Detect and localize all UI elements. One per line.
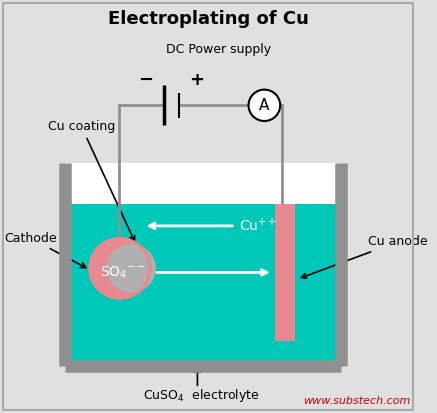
Text: Cu coating: Cu coating: [48, 120, 135, 241]
Text: CuSO$_4$  electrolyte: CuSO$_4$ electrolyte: [143, 387, 260, 404]
Text: Cu anode: Cu anode: [302, 235, 428, 278]
Bar: [65, 163, 341, 366]
Text: SO$_4$$^{- -}$: SO$_4$$^{- -}$: [100, 264, 146, 280]
Text: DC Power supply: DC Power supply: [166, 43, 271, 56]
Circle shape: [249, 90, 280, 121]
Bar: [65, 204, 341, 366]
Text: A: A: [259, 98, 270, 113]
Circle shape: [107, 244, 156, 293]
Text: Electroplating of Cu: Electroplating of Cu: [108, 9, 309, 28]
Text: −: −: [138, 71, 153, 89]
Bar: [275, 204, 295, 341]
Text: +: +: [189, 71, 205, 89]
Text: Cathode: Cathode: [4, 232, 86, 268]
Circle shape: [90, 239, 150, 298]
Text: Cu$^{++}$: Cu$^{++}$: [239, 217, 277, 235]
Text: www.substech.com: www.substech.com: [303, 396, 410, 406]
